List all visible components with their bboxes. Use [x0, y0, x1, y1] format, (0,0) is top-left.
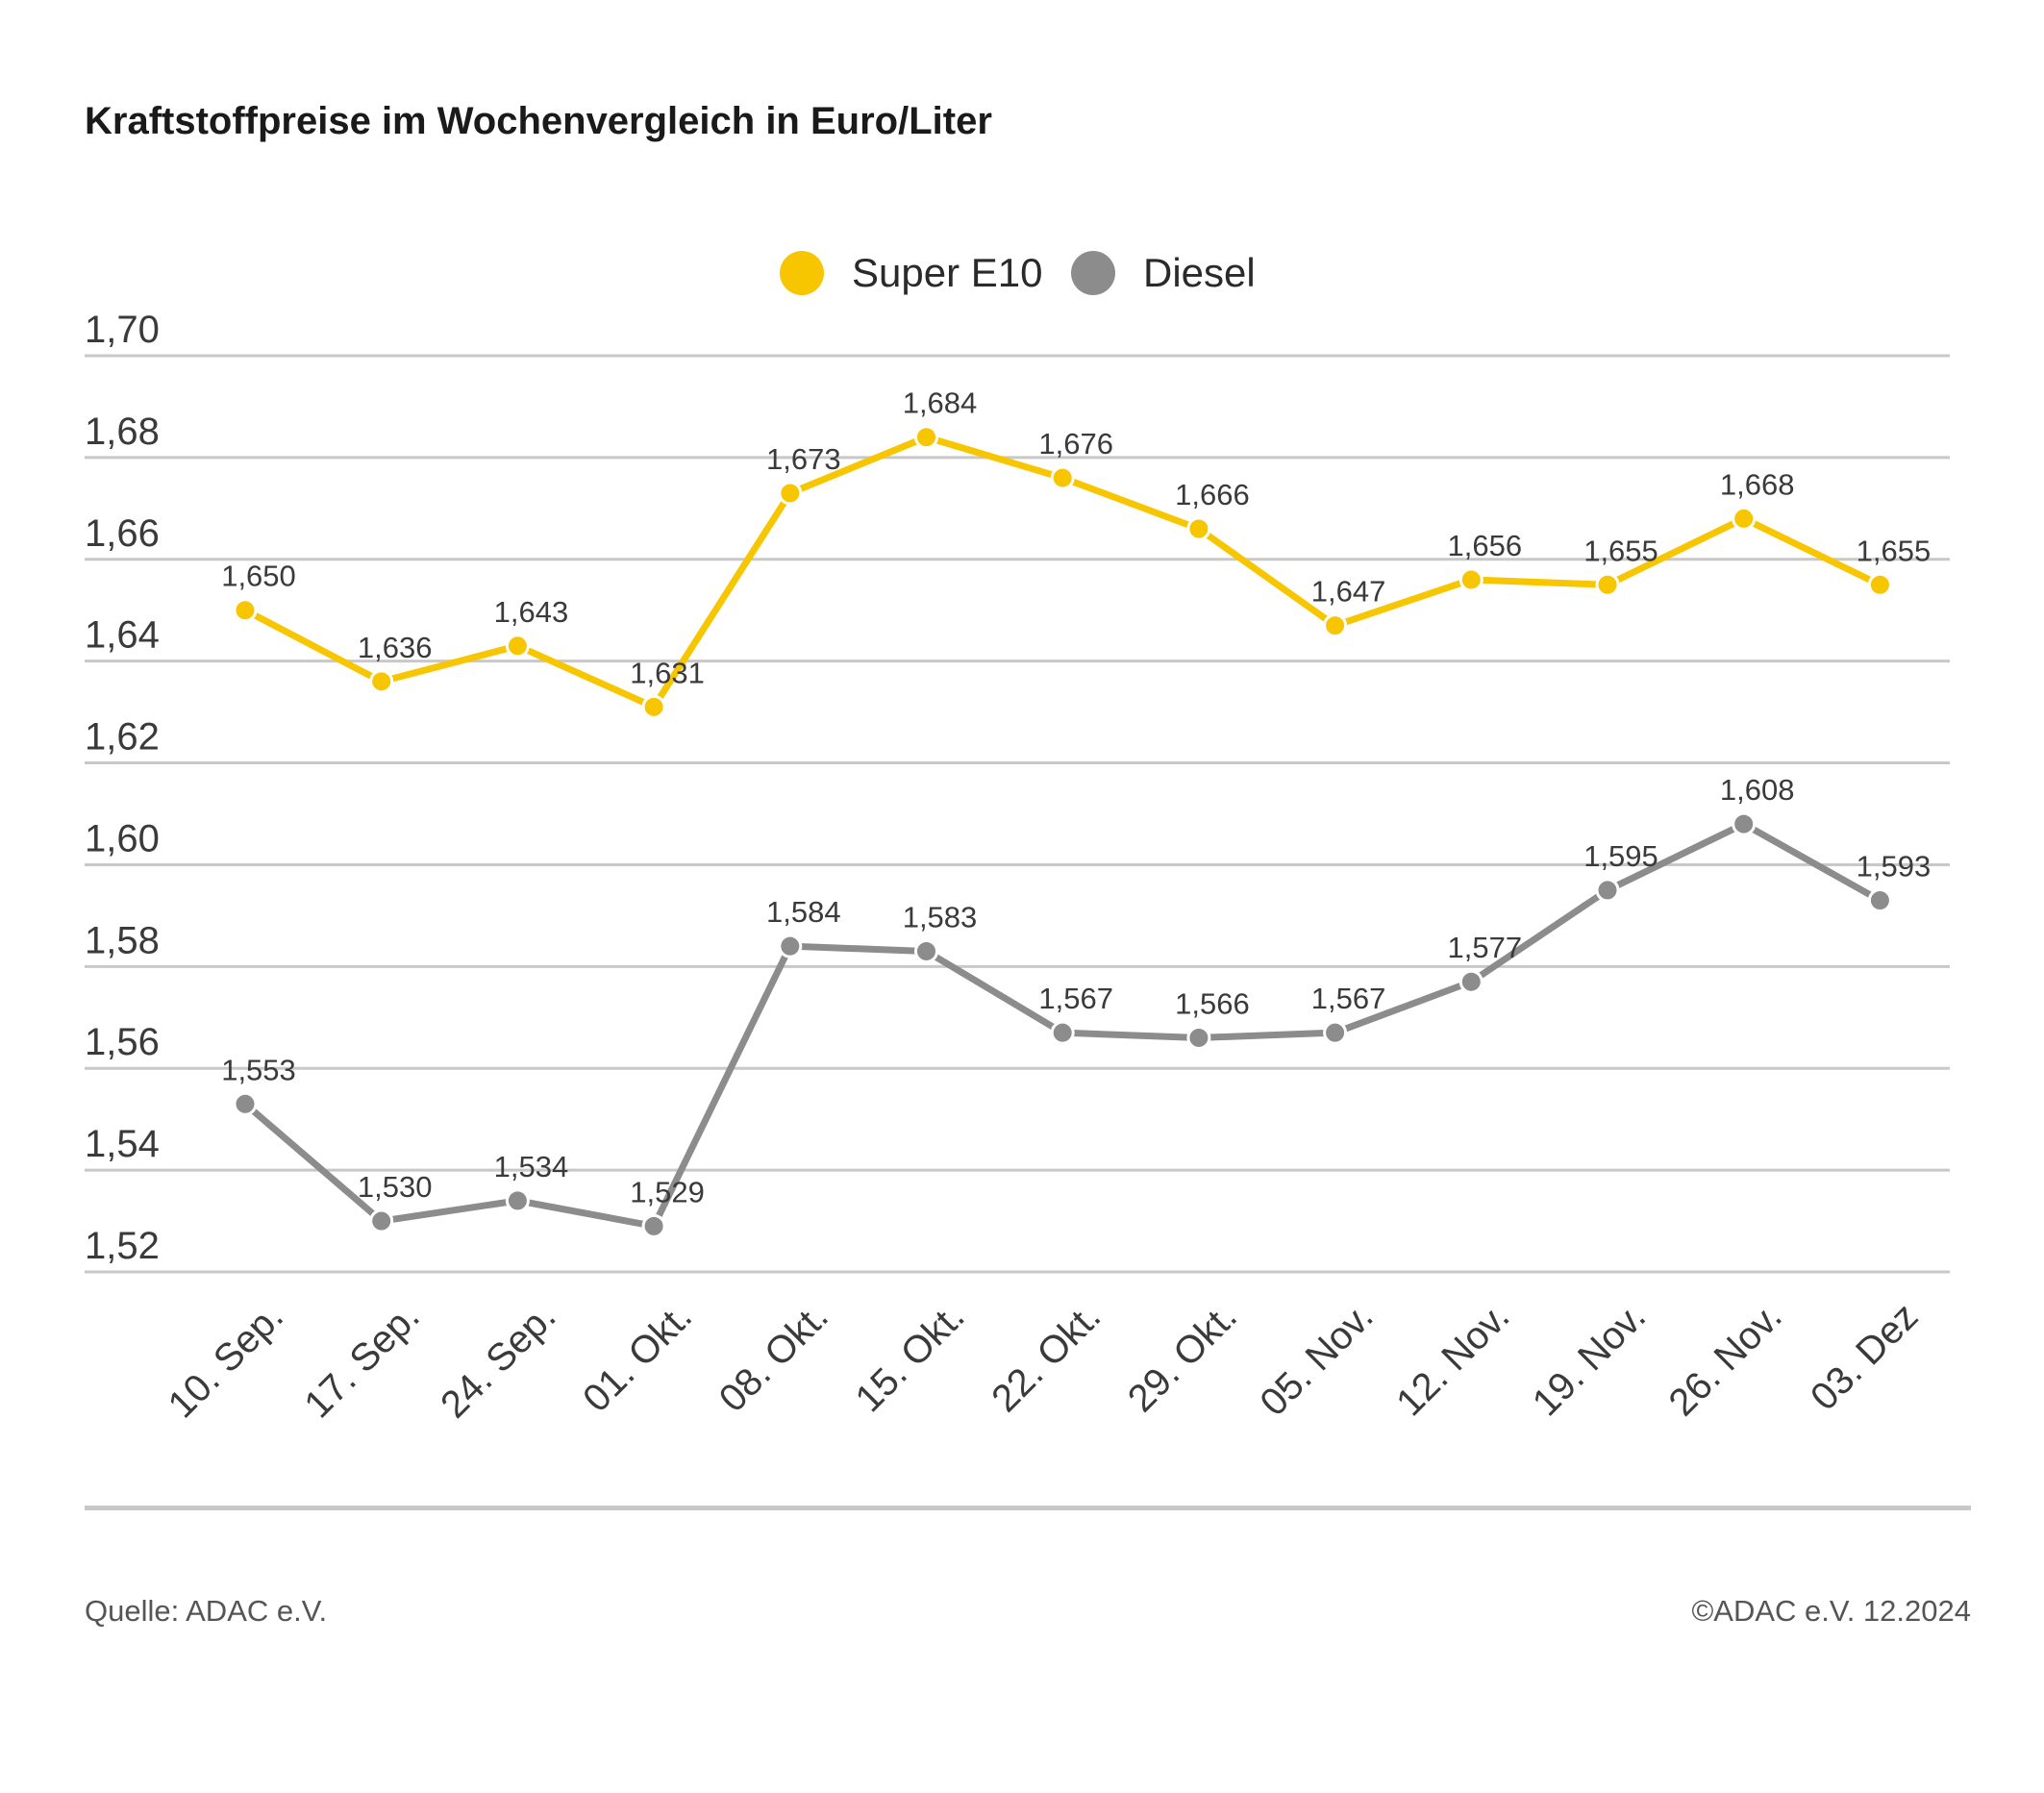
data-label-diesel: 1,577 — [1448, 931, 1523, 964]
data-point-super-e10 — [1458, 567, 1483, 592]
y-tick-label: 1,58 — [85, 919, 160, 961]
gridlines — [85, 354, 1950, 1274]
data-point-super-e10 — [641, 694, 666, 719]
data-point-diesel — [1186, 1025, 1211, 1050]
data-point-diesel — [1323, 1020, 1348, 1045]
x-axis-tick-labels: 10. Sep. 17. Sep. 24. Sep. 01. Okt. 08. Okt.… — [161, 1295, 1927, 1426]
data-label-super-e10: 1,676 — [1038, 427, 1113, 461]
data-label-super-e10: 1,656 — [1448, 529, 1523, 562]
data-point-super-e10 — [369, 669, 394, 694]
x-tick-label: 03. Dez — [1803, 1295, 1927, 1419]
data-point-diesel — [778, 934, 803, 959]
data-point-super-e10 — [778, 481, 803, 506]
data-point-super-e10 — [1186, 516, 1211, 541]
y-tick-label: 1,62 — [85, 716, 160, 759]
data-point-super-e10 — [505, 634, 530, 659]
data-point-diesel — [641, 1213, 666, 1238]
y-axis-tick-labels: 1,70 1,68 1,66 1,64 1,62 1,60 1,58 1,56 1,54 1,52 — [85, 309, 160, 1267]
x-tick-label: 24. Sep. — [433, 1295, 563, 1426]
data-point-super-e10 — [233, 598, 258, 623]
data-point-diesel — [914, 938, 938, 963]
data-point-diesel — [1732, 811, 1757, 836]
data-label-super-e10: 1,673 — [766, 442, 841, 476]
y-tick-label: 1,66 — [85, 512, 160, 555]
data-point-diesel — [1458, 969, 1483, 994]
y-tick-label: 1,56 — [85, 1021, 160, 1063]
data-label-super-e10: 1,655 — [1857, 534, 1932, 567]
x-tick-label: 05. Nov. — [1252, 1295, 1381, 1424]
data-label-super-e10: 1,647 — [1311, 575, 1386, 609]
copyright-note: ©ADAC e.V. 12.2024 — [1691, 1594, 1971, 1628]
data-label-super-e10: 1,666 — [1175, 478, 1250, 511]
legend-marker-diesel — [1071, 251, 1115, 295]
source-note: Quelle: ADAC e.V. — [85, 1594, 328, 1628]
x-tick-label: 10. Sep. — [161, 1295, 291, 1426]
data-label-diesel: 1,593 — [1857, 850, 1932, 884]
data-point-diesel — [1050, 1020, 1075, 1045]
data-point-diesel — [233, 1091, 258, 1116]
data-label-super-e10: 1,684 — [903, 386, 978, 420]
data-label-super-e10: 1,636 — [358, 631, 433, 664]
data-label-diesel: 1,595 — [1583, 839, 1658, 873]
data-label-super-e10: 1,643 — [494, 595, 569, 629]
data-point-diesel — [369, 1208, 394, 1233]
data-label-diesel: 1,553 — [221, 1053, 296, 1086]
series-group: 1,650 1,636 1,643 1,631 1,673 1,684 1,676 1,666… — [221, 386, 1932, 1238]
data-point-diesel — [1595, 878, 1620, 903]
y-tick-label: 1,60 — [85, 817, 160, 859]
data-point-super-e10 — [1867, 572, 1892, 597]
y-tick-label: 1,54 — [85, 1123, 160, 1165]
x-tick-label: 12. Nov. — [1388, 1295, 1517, 1424]
y-tick-label: 1,68 — [85, 411, 160, 453]
data-point-super-e10 — [1732, 506, 1757, 531]
chart-title: Kraftstoffpreise im Wochenvergleich in E… — [85, 100, 992, 142]
x-tick-label: 22. Okt. — [984, 1295, 1109, 1420]
data-point-super-e10 — [914, 425, 938, 450]
data-point-diesel — [505, 1188, 530, 1213]
y-tick-label: 1,70 — [85, 309, 160, 351]
legend-label-diesel: Diesel — [1143, 250, 1256, 295]
data-label-super-e10: 1,668 — [1720, 467, 1795, 501]
data-label-diesel: 1,530 — [358, 1170, 433, 1204]
data-label-diesel: 1,534 — [494, 1150, 569, 1183]
data-point-super-e10 — [1323, 613, 1348, 638]
x-tick-label: 08. Okt. — [711, 1295, 836, 1420]
data-label-diesel: 1,583 — [903, 900, 978, 934]
data-label-super-e10: 1,631 — [630, 656, 705, 689]
footer-divider — [85, 1506, 1971, 1510]
data-label-diesel: 1,529 — [630, 1175, 705, 1208]
data-label-diesel: 1,567 — [1038, 982, 1113, 1015]
x-tick-label: 19. Nov. — [1525, 1295, 1654, 1424]
y-tick-label: 1,64 — [85, 614, 160, 657]
data-label-super-e10: 1,650 — [221, 560, 296, 593]
data-point-diesel — [1867, 888, 1892, 913]
line-chart: Super E10 Diesel 1,70 1,68 1,66 1,64 1,62 1,60… — [85, 250, 1950, 1427]
x-tick-label: 01. Okt. — [575, 1295, 700, 1420]
y-tick-label: 1,52 — [85, 1225, 160, 1267]
legend: Super E10 Diesel — [780, 250, 1256, 295]
data-label-diesel: 1,584 — [766, 895, 841, 929]
x-tick-label: 17. Sep. — [296, 1295, 427, 1426]
x-tick-label: 26. Nov. — [1661, 1295, 1790, 1424]
data-label-diesel: 1,608 — [1720, 773, 1795, 807]
data-point-super-e10 — [1595, 572, 1620, 597]
data-label-diesel: 1,566 — [1175, 986, 1250, 1020]
x-tick-label: 15. Okt. — [848, 1295, 973, 1420]
data-point-super-e10 — [1050, 465, 1075, 490]
x-tick-label: 29. Okt. — [1120, 1295, 1245, 1420]
data-label-diesel: 1,567 — [1311, 982, 1386, 1015]
data-label-super-e10: 1,655 — [1583, 534, 1658, 567]
legend-label-super-e10: Super E10 — [852, 250, 1042, 295]
legend-marker-super-e10 — [780, 251, 824, 295]
